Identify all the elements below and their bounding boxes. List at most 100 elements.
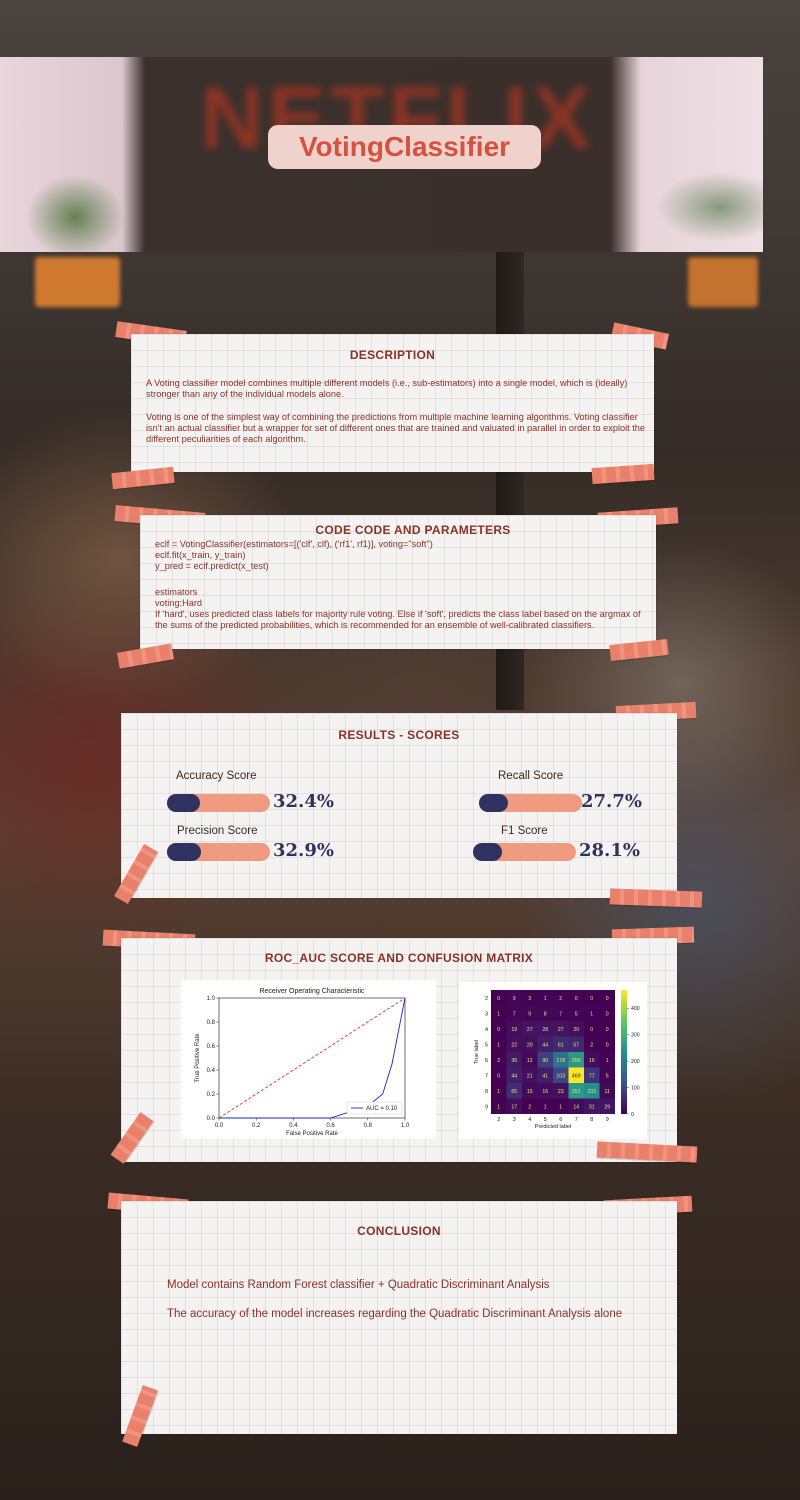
matrix-cell-value: 469 [572, 1073, 581, 1079]
matrix-cell-value: 2 [590, 1042, 593, 1048]
matrix-cell-value: 19 [511, 1027, 517, 1033]
matrix-cell-value: 2 [559, 996, 562, 1002]
matrix-cell [522, 990, 538, 1006]
matrix-cell [491, 990, 507, 1006]
f1-value: 28.1% [579, 840, 640, 861]
y-tick-label: 7 [485, 1073, 488, 1079]
matrix-cell [522, 1052, 538, 1068]
y-tick-label: 9 [485, 1104, 488, 1110]
y-tick-label: 2 [485, 996, 488, 1002]
matrix-cell [537, 1067, 553, 1083]
matrix-cell [568, 1067, 584, 1083]
matrix-cell-value: 0 [590, 996, 593, 1002]
matrix-cell-value: 57 [573, 1042, 579, 1048]
matrix-cell-value: 36 [511, 1058, 517, 1064]
matrix-cell [599, 990, 615, 1006]
matrix-cell-value: 77 [589, 1073, 595, 1079]
f1-bar-fill [473, 843, 502, 861]
page-title: VotingClassifier [268, 125, 541, 169]
matrix-cell [599, 1021, 615, 1037]
matrix-cell [599, 1067, 615, 1083]
roc-curve [219, 997, 406, 1119]
matrix-cell [491, 1098, 507, 1114]
matrix-cell [506, 1036, 522, 1052]
matrix-cell [491, 1067, 507, 1083]
colorbar-tick-label: 300 [631, 1033, 640, 1039]
matrix-cell [506, 1098, 522, 1114]
matrix-cell-value: 21 [527, 1073, 533, 1079]
code-card: CODE CODE AND PARAMETERS eclf = VotingCl… [140, 515, 656, 649]
matrix-cell [506, 1083, 522, 1099]
matrix-cell [537, 1021, 553, 1037]
matrix-cell-value: 28 [542, 1027, 548, 1033]
roc-legend-box [346, 1101, 403, 1115]
recall-bar [479, 794, 582, 812]
header-banner: NETFLIX [0, 57, 763, 307]
matrix-cell-value: 103 [556, 1073, 565, 1079]
matrix-cell-value: 0 [497, 1073, 500, 1079]
colorbar-tick-label: 0 [631, 1112, 634, 1118]
x-tick-label: 0.6 [326, 1123, 335, 1129]
y-tick-label: 3 [485, 1011, 488, 1017]
accuracy-bar-fill [167, 794, 201, 812]
matrix-cell-value: 27 [527, 1027, 533, 1033]
description-card: DESCRIPTION A Voting classifier model co… [131, 334, 654, 472]
recall-bar-fill [479, 794, 508, 812]
matrix-cell [599, 1083, 615, 1099]
matrix-cell-value: 16 [542, 1089, 548, 1095]
accuracy-bar [167, 794, 270, 812]
matrix-cell-value: 232 [587, 1089, 596, 1095]
matrix-cell-value: 0 [575, 996, 578, 1002]
f1-bar [473, 843, 576, 861]
matrix-cell-value: 65 [511, 1089, 517, 1095]
f1-label: F1 Score [501, 825, 548, 837]
code-line: eclf = VotingClassifier(estimators=[('cl… [155, 539, 433, 549]
code-line: eclf.fit(x_train, y_train) [155, 550, 246, 560]
matrix-cell-value: 1 [606, 1058, 609, 1064]
matrix-cell [568, 1052, 584, 1068]
y-tick-label: 0.6 [207, 1044, 216, 1050]
matrix-cell [522, 1005, 538, 1021]
matrix-cell [522, 1021, 538, 1037]
matrix-cell-value: 17 [511, 1104, 517, 1110]
y-axis-label: True Positive Rate [195, 1033, 201, 1083]
matrix-cell-value: 23 [558, 1089, 564, 1095]
matrix-cell [506, 1021, 522, 1037]
precision-bar-fill [167, 843, 201, 861]
y-tick-label: 4 [485, 1027, 488, 1033]
matrix-cell-value: 12 [527, 1058, 533, 1064]
matrix-cell-value: 0 [606, 1027, 609, 1033]
conclusion-paragraph-1: Model contains Random Forest classifier … [167, 1279, 550, 1291]
matrix-cell [491, 1021, 507, 1037]
confusion-matrix-chart: 0 9 3 1 2 0 0 01 7 9 8 7 5 1 00 19 27 28 27 20 0 01 22 20 44 61 57… [474, 990, 640, 1130]
matrix-cell-value: 44 [542, 1042, 548, 1048]
roc-heading: ROC_AUC SCORE AND CONFUSION MATRIX [264, 951, 534, 965]
matrix-cell-value: 0 [606, 996, 609, 1002]
matrix-cell [506, 1005, 522, 1021]
matrix-cell [491, 1052, 507, 1068]
matrix-cell-value: 1 [497, 1104, 500, 1110]
matrix-cell-value: 1 [559, 1104, 562, 1110]
matrix-cell-value: 9 [513, 996, 516, 1002]
matrix-cell [537, 1036, 553, 1052]
roc-legend-label: AUC = 0.10 [366, 1106, 398, 1112]
matrix-cell [553, 1021, 569, 1037]
matrix-cell [553, 1052, 569, 1068]
matrix-cell [537, 1005, 553, 1021]
roc-diagonal-line [218, 997, 406, 1119]
matrix-cell-value: 22 [511, 1042, 517, 1048]
roc-plot: Receiver Operating Characteristic 0.0 0.2 0… [181, 980, 436, 1139]
matrix-cell [491, 1036, 507, 1052]
matrix-cell [568, 1083, 584, 1099]
matrix-cell-value: 0 [497, 996, 500, 1002]
matrix-cell [553, 1083, 569, 1099]
confusion-matrix-plot: 0 9 3 1 2 0 0 0 1 7 9 8 7 5 1 0 0 19 27 28 27 20 0 0 1 22 20 44 61 57… [459, 982, 647, 1139]
matrix-cell [599, 1098, 615, 1114]
matrix-cell [568, 1005, 584, 1021]
y-axis-label: True label [474, 1040, 480, 1064]
matrix-cell-value: 1 [497, 1042, 500, 1048]
accuracy-value: 32.4% [273, 791, 334, 812]
matrix-cell-value: 1 [497, 1089, 500, 1095]
matrix-cell [537, 1052, 553, 1068]
matrix-cell [506, 990, 522, 1006]
